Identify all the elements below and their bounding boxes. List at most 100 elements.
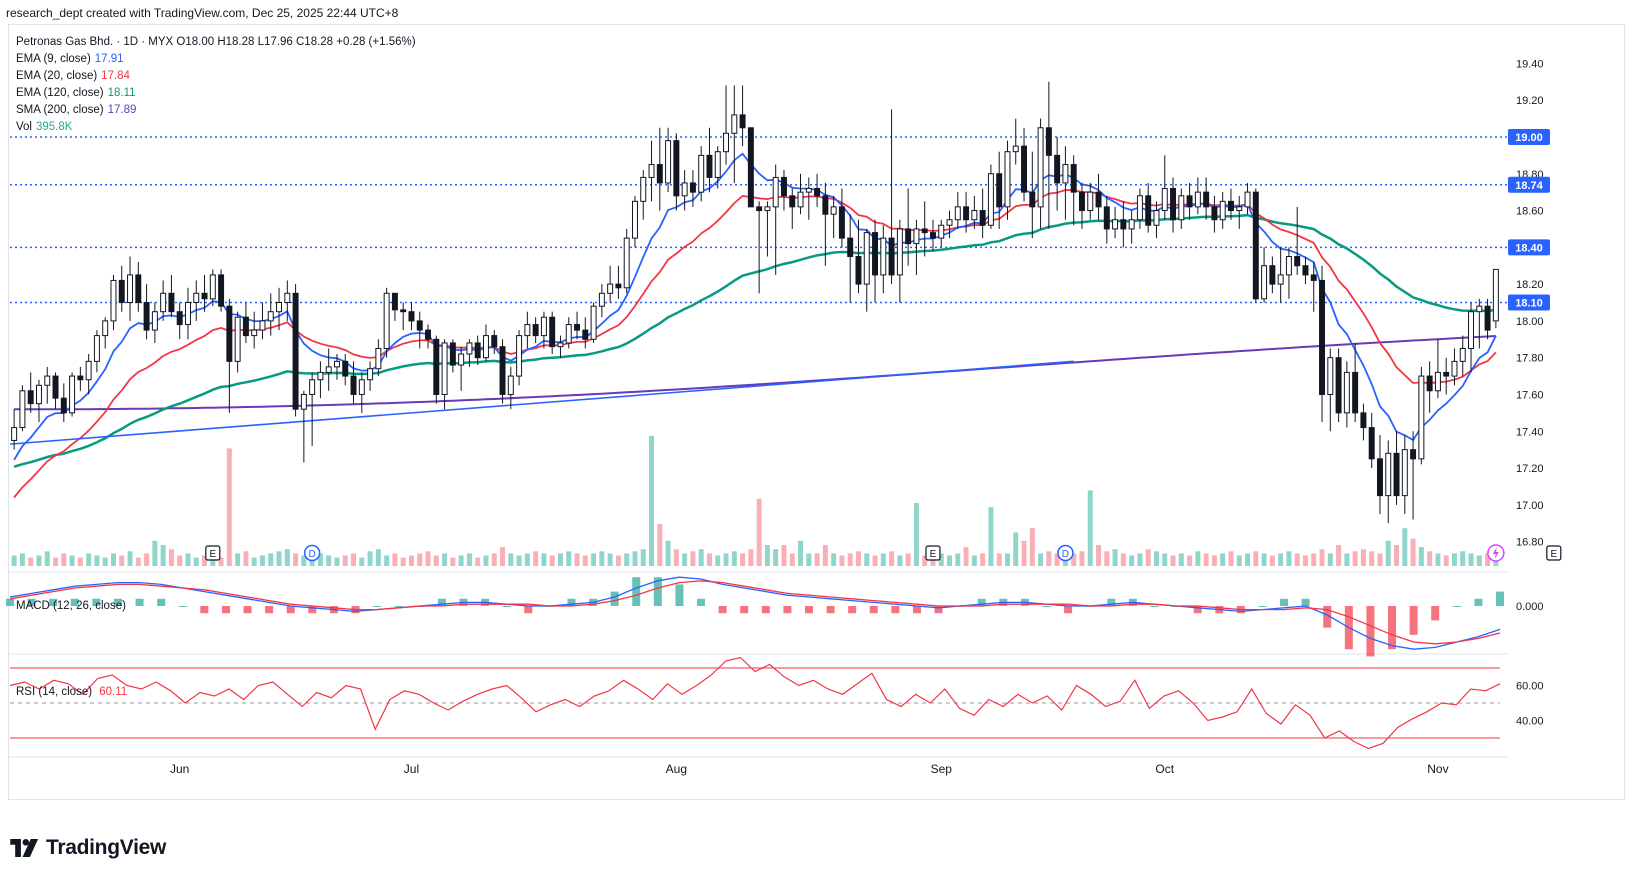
macd-histogram-bar bbox=[27, 598, 36, 606]
volume-bar bbox=[566, 551, 572, 566]
time-axis-label: Jul bbox=[404, 762, 419, 776]
macd-histogram-bar bbox=[373, 606, 382, 607]
volume-bar bbox=[144, 553, 150, 566]
macd-zero-tick: 0.000 bbox=[1516, 601, 1544, 613]
volume-bar bbox=[367, 551, 373, 566]
macd-histogram-bar bbox=[567, 598, 576, 606]
candle-body bbox=[640, 176, 647, 202]
candle-body bbox=[292, 292, 299, 410]
candle-body bbox=[1120, 219, 1127, 230]
dividend-marker bbox=[303, 544, 321, 562]
volume-bar bbox=[1410, 538, 1416, 566]
legend-indicator[interactable]: EMA (20, close) 17.84 bbox=[16, 68, 416, 85]
legend-indicator[interactable]: SMA (200, close) 17.89 bbox=[16, 102, 416, 119]
volume-bar bbox=[1319, 549, 1325, 566]
legend-indicator[interactable]: EMA (9, close) 17.91 bbox=[16, 51, 416, 68]
candle-body bbox=[714, 151, 721, 178]
candle-body bbox=[1310, 274, 1317, 281]
volume-bar bbox=[119, 555, 125, 566]
volume-bar bbox=[524, 553, 530, 566]
macd-histogram-bar bbox=[740, 606, 749, 614]
macd-histogram-bar bbox=[761, 606, 770, 614]
volume-bar bbox=[1071, 553, 1077, 566]
candle-body bbox=[1352, 371, 1359, 414]
macd-histogram-bar bbox=[1496, 591, 1504, 606]
candle-body bbox=[557, 342, 564, 348]
macd-label[interactable]: MACD (12, 26, close) bbox=[16, 600, 126, 612]
macd-histogram-bar bbox=[1366, 606, 1375, 657]
volume-bar bbox=[1203, 553, 1209, 566]
legend-indicator[interactable]: Vol 395.8K bbox=[16, 119, 416, 136]
volume-bar bbox=[649, 435, 655, 566]
volume-bar bbox=[317, 553, 323, 566]
price-tick-label: 17.00 bbox=[1516, 500, 1544, 512]
candle-body bbox=[151, 311, 158, 331]
macd-histogram-bar bbox=[157, 598, 166, 606]
candle-body bbox=[1012, 145, 1019, 153]
rsi-label[interactable]: RSI (14, close) 60.11 bbox=[16, 686, 127, 698]
volume-bar bbox=[574, 553, 580, 566]
candle-body bbox=[441, 342, 448, 395]
candle-body bbox=[1468, 311, 1475, 349]
volume-bar bbox=[690, 551, 696, 566]
volume-bar bbox=[748, 549, 754, 566]
candle-body bbox=[1343, 371, 1350, 414]
candle-body bbox=[358, 379, 365, 395]
volume-bar bbox=[185, 553, 191, 566]
symbol-line[interactable]: Petronas Gas Bhd. · 1D · MYX O18.00 H18.… bbox=[16, 36, 416, 48]
volume-bar bbox=[110, 553, 116, 566]
volume-bar bbox=[1228, 551, 1234, 566]
volume-marker-label: D bbox=[1062, 549, 1069, 560]
volume-bar bbox=[218, 557, 224, 566]
volume-bar bbox=[938, 553, 944, 566]
volume-bar bbox=[855, 551, 861, 566]
candle-body bbox=[524, 324, 531, 337]
legend-indicator[interactable]: EMA (120, close) 18.11 bbox=[16, 85, 416, 102]
macd-histogram-bar bbox=[826, 606, 835, 614]
volume-bar bbox=[922, 555, 928, 566]
candle-body bbox=[499, 346, 506, 395]
volume-bar bbox=[1468, 553, 1474, 566]
candle-body bbox=[764, 206, 771, 212]
candle-body bbox=[276, 302, 283, 313]
candle-body bbox=[391, 292, 398, 311]
candle-body bbox=[160, 292, 167, 313]
volume-bar bbox=[168, 549, 174, 566]
volume-bar bbox=[673, 549, 679, 566]
volume-bar bbox=[1162, 553, 1168, 566]
candle-body bbox=[27, 390, 34, 405]
volume-bar bbox=[94, 555, 100, 566]
candle-body bbox=[176, 311, 183, 326]
macd-histogram-bar bbox=[675, 584, 684, 606]
macd-histogram-bar bbox=[49, 598, 58, 606]
horizontal-level-tag bbox=[1508, 128, 1550, 145]
price-chart[interactable]: 19.4019.2018.8018.6018.2018.0017.8017.60… bbox=[0, 0, 1634, 830]
volume-bar bbox=[36, 555, 42, 566]
candle-body bbox=[1236, 206, 1243, 212]
volume-bar bbox=[682, 553, 688, 566]
candle-body bbox=[209, 274, 216, 300]
volume-bar bbox=[127, 551, 133, 566]
volume-bar bbox=[384, 555, 390, 566]
candle-body bbox=[474, 342, 481, 359]
candle-body bbox=[458, 353, 465, 366]
candle-body bbox=[747, 127, 754, 208]
volume-bar bbox=[872, 555, 878, 566]
legend-indicator-label: EMA (120, close) bbox=[16, 87, 104, 99]
volume-bar bbox=[301, 555, 307, 566]
candle-body bbox=[226, 305, 233, 362]
candle-body bbox=[1194, 191, 1201, 208]
candle-body bbox=[77, 375, 84, 381]
macd-signal-line bbox=[9, 580, 1501, 645]
candle-body bbox=[1029, 191, 1036, 208]
candle-body bbox=[1078, 191, 1085, 212]
horizontal-level-tag bbox=[1508, 294, 1550, 311]
ema-9-line bbox=[13, 152, 1497, 461]
tradingview-logo[interactable]: TradingView bbox=[10, 836, 166, 860]
volume-bar bbox=[831, 553, 837, 566]
candle-body bbox=[449, 342, 456, 366]
volume-bar bbox=[53, 557, 59, 566]
candle-body bbox=[996, 173, 1003, 208]
candle-body bbox=[946, 219, 953, 226]
macd-histogram-bar bbox=[1452, 606, 1461, 607]
